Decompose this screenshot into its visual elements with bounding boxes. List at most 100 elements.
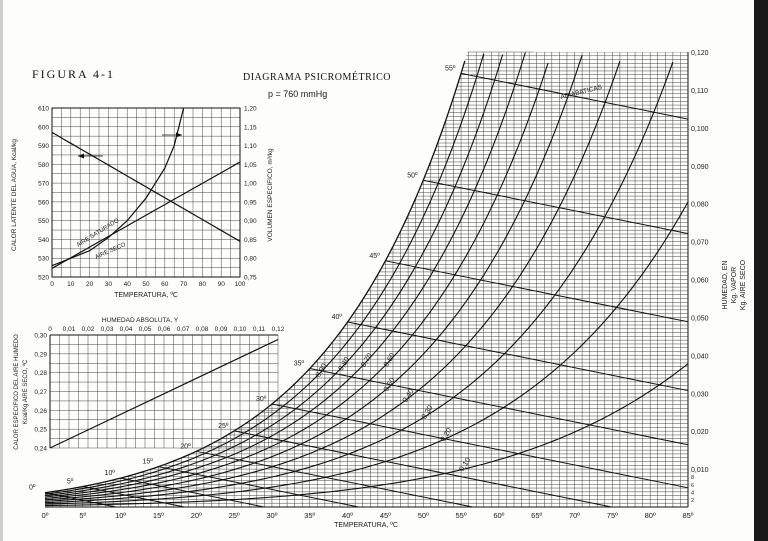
inset2-x-tick: 0,09	[215, 326, 228, 333]
inset2-y-tick: 0,28	[34, 370, 47, 377]
inset2-x-tick: 0,11	[253, 326, 266, 333]
inset1-y-right-tick: 0,80	[244, 256, 257, 263]
inset2-x-tick: 0,10	[234, 326, 247, 333]
x-tick-label: 45º	[380, 511, 391, 520]
x-tick-label: 5º	[79, 511, 86, 520]
x-tick-label: 25º	[229, 511, 240, 520]
inset2-y-tick: 0,29	[34, 351, 47, 358]
inset1-x-tick: 90	[218, 281, 226, 288]
rh-curve-6	[44, 52, 526, 498]
inset1-x-tick: 40	[124, 281, 132, 288]
x-tick-label: 70º	[569, 511, 580, 520]
rh-curve-3	[44, 60, 621, 502]
inset1-y-right-tick: 1,00	[244, 181, 257, 188]
adiabatic-line-11	[460, 72, 689, 120]
inset2-x-tick: 0,08	[196, 326, 209, 333]
inset1-x-tick: 30	[105, 281, 113, 288]
y-minor-tick-label: 6	[691, 483, 694, 489]
inset2-y-tick: 0,30	[34, 333, 47, 340]
inset2-y-tick: 0,27	[34, 389, 47, 396]
inset2-y-label: Kcal/Kg AIRE SECO, ºC	[22, 359, 29, 424]
x-tick-label: 0º	[42, 511, 49, 520]
inset1-x-tick: 10	[67, 281, 75, 288]
rh-curve-5	[44, 62, 549, 499]
x-tick-label: 60º	[493, 511, 504, 520]
inset1-x-tick: 20	[86, 281, 94, 288]
rh-label-6: 0,70	[359, 351, 374, 368]
adiabatic-line-7	[309, 368, 689, 446]
left-scan-edge	[0, 0, 3, 541]
y-tick-label: 0,120	[691, 50, 709, 57]
x-tick-label: 55º	[456, 511, 467, 520]
chart-subtitle: p = 760 mmHg	[268, 89, 327, 99]
inset1-x-tick: 80	[199, 281, 207, 288]
adiabatic-label-2: 10º	[105, 470, 116, 477]
inset2-series-line	[49, 338, 279, 449]
inset1-y-left-tick: 540	[38, 237, 49, 244]
adiabatic-label-3: 15º	[142, 459, 153, 466]
adiabatic-line-5	[234, 430, 612, 508]
inset1-x-tick: 100	[235, 281, 246, 288]
x-tick-label: 30º	[266, 511, 277, 520]
inset1-y-left-label: CALOR LATENTE DEL AGUA, Kcal/kg	[11, 139, 18, 251]
inset1-y-left-tick: 570	[38, 181, 49, 188]
y-axis-label: Kg. AIRE SECO	[740, 259, 747, 310]
inset2-y-tick: 0,24	[34, 446, 47, 453]
y-minor-tick-label: 2	[691, 498, 694, 504]
y-tick-label: 0,080	[691, 202, 709, 209]
inset1-arrowhead-right	[176, 132, 182, 138]
x-tick-label: 80º	[645, 511, 656, 520]
y-axis-label: Kg. VAPOR	[731, 267, 738, 303]
inset-specific-heat: 0 0,01 0,02 0,03 0,04 0,05 0,06 0,07 0,08 0,09 0,1…	[14, 317, 285, 453]
inset1-y-left-tick: 530	[38, 256, 49, 263]
inset1-y-left-tick: 560	[38, 199, 49, 206]
x-tick-label: 85º	[682, 511, 693, 520]
adiabatic-label-6: 30º	[256, 396, 267, 403]
inset1-x-tick: 50	[142, 281, 150, 288]
inset1-y-right-tick: 1,20	[244, 106, 257, 113]
y-tick-label: 0,030	[691, 391, 709, 398]
y-tick-label: 0,010	[691, 467, 709, 474]
inset1-x-tick: 70	[180, 281, 188, 288]
y-tick-label: 0,090	[691, 164, 709, 171]
adiabatic-label-4: 20º	[180, 443, 191, 450]
adiabatic-line-6	[271, 403, 689, 489]
y-axis-label: HUMEDAD, EN	[722, 260, 729, 309]
rh-curve-2	[44, 61, 674, 504]
adiabatic-label-5: 25º	[218, 423, 229, 430]
inset1-series-1	[51, 107, 185, 267]
adiabatic-line-0	[44, 492, 117, 508]
x-tick-label: 20º	[191, 511, 202, 520]
inset2-y-tick: 0,25	[34, 427, 47, 434]
x-tick-label: 35º	[304, 511, 315, 520]
adiabatic-label-1: 5º	[67, 479, 74, 486]
adiabatic-line-1	[82, 486, 185, 508]
y-tick-label: 0,100	[691, 126, 709, 133]
x-tick-label: 65º	[531, 511, 542, 520]
inset1-arrowhead-left	[78, 153, 84, 159]
rh-curve-9	[44, 60, 466, 494]
inset1-y-left-tick: 600	[38, 124, 49, 131]
x-tick-label: 40º	[342, 511, 353, 520]
inset1-y-right-tick: 1,10	[244, 143, 257, 150]
adiabatic-label-7: 35º	[294, 361, 305, 368]
y-tick-label: 0,040	[691, 353, 709, 360]
adiabatic-line-10	[423, 179, 689, 235]
inset2-x-tick: 0,01	[63, 326, 76, 333]
inset1-y-right-tick: 0,95	[244, 199, 257, 206]
y-tick-label: 0,110	[691, 88, 708, 95]
y-tick-label: 0,060	[691, 278, 709, 285]
inset1-y-left-tick: 550	[38, 218, 49, 225]
inset2-x-tick: 0,04	[120, 326, 133, 333]
inset2-x-tick: 0,05	[139, 326, 152, 333]
adiabatic-line-8	[347, 321, 689, 392]
x-tick-label: 15º	[153, 511, 164, 520]
rh-label-0: 0,10	[457, 456, 472, 473]
rh-curve-8	[44, 53, 485, 495]
inset2-x-tick: 0,12	[272, 326, 285, 333]
adiabatic-label-0: 0º	[29, 485, 36, 492]
rh-curve-4	[44, 55, 583, 501]
inset2-y-tick: 0,26	[34, 408, 47, 415]
